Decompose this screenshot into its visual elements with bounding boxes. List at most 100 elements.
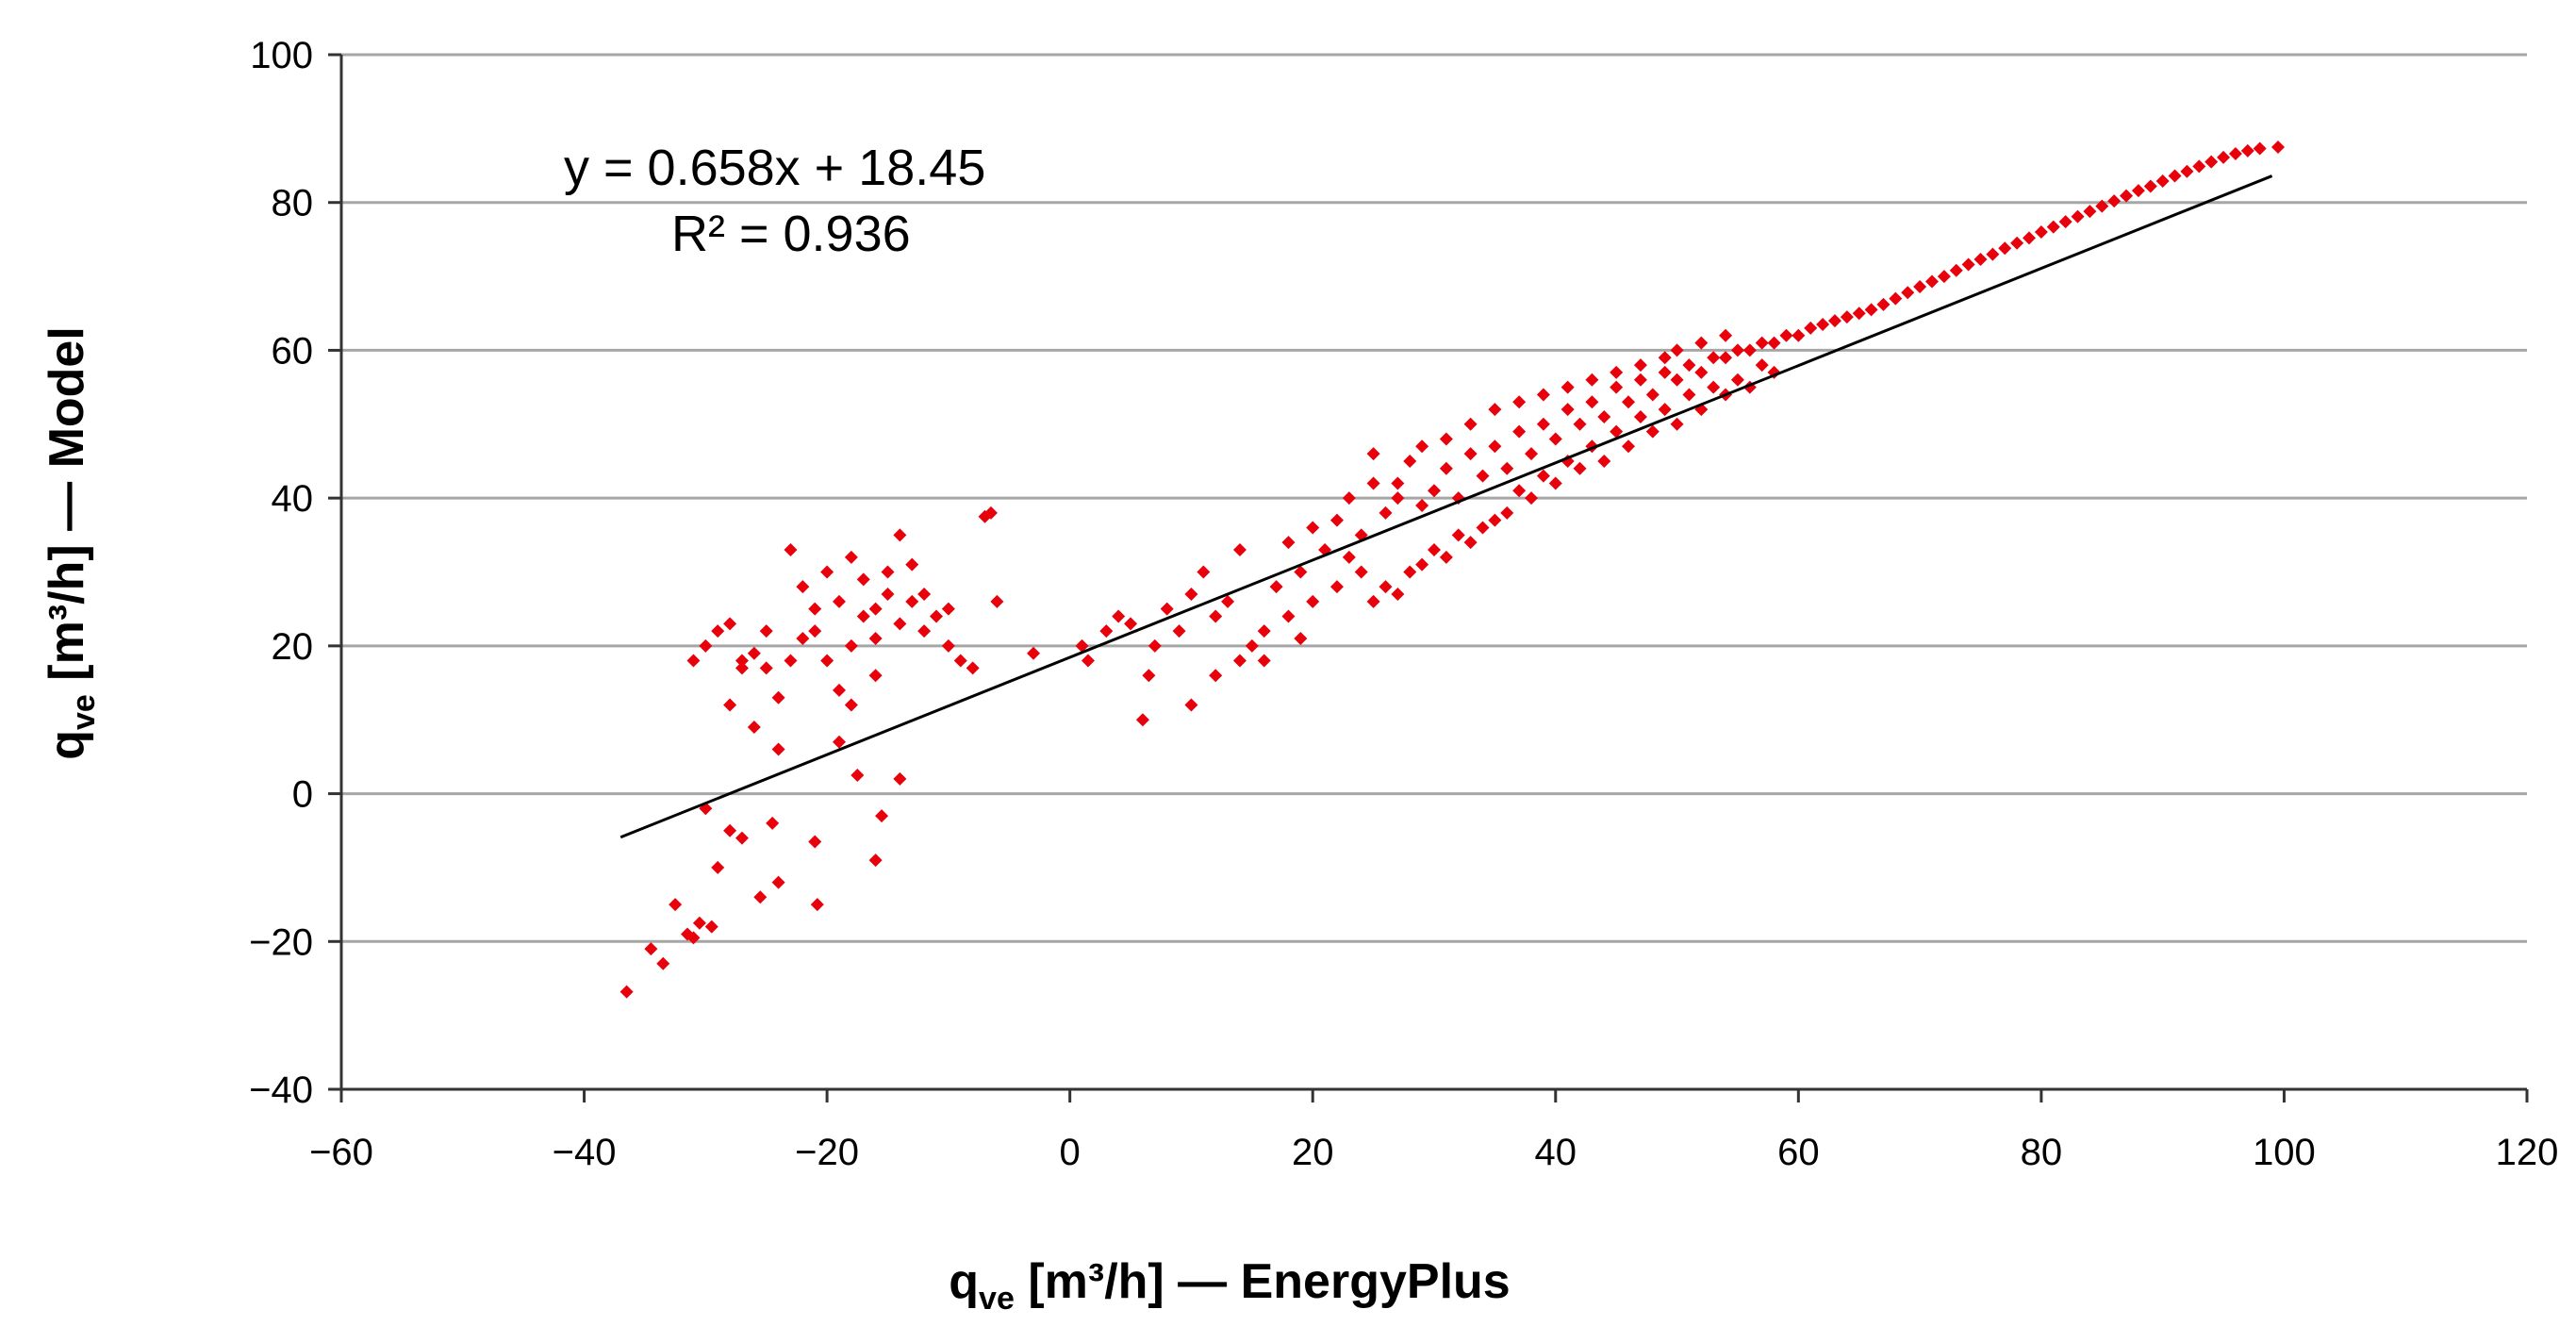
data-point (1209, 669, 1223, 683)
data-point (966, 661, 980, 675)
data-point (1232, 542, 1247, 556)
data-point (1112, 609, 1126, 623)
data-point (686, 931, 701, 945)
data-point (1792, 328, 1806, 342)
data-point (1294, 632, 1308, 646)
data-point (1379, 580, 1393, 594)
y-axis-title-base: q (40, 730, 94, 760)
data-point (1329, 580, 1344, 594)
data-point (2071, 209, 2085, 224)
data-point (1670, 343, 1684, 357)
data-point (1755, 336, 1769, 350)
data-point (868, 602, 883, 616)
data-point (2180, 164, 2194, 178)
data-point (1694, 336, 1709, 350)
data-point (1184, 698, 1198, 712)
x-tick-label: 120 (2496, 1132, 2559, 1173)
data-point (1622, 439, 1636, 454)
data-point (1428, 484, 1441, 498)
data-point (930, 609, 944, 623)
y-tick-label: −20 (249, 921, 313, 963)
data-point (2010, 236, 2024, 250)
data-point (796, 580, 810, 594)
data-point (1986, 247, 2000, 261)
data-point (1281, 609, 1296, 623)
data-point (644, 942, 658, 956)
data-point (686, 654, 701, 668)
data-point (1658, 403, 1672, 417)
x-tick-label: 60 (1777, 1132, 1820, 1173)
data-point (844, 550, 858, 564)
data-point (1730, 373, 1744, 387)
data-point (1081, 654, 1095, 668)
data-point (1779, 328, 1793, 342)
data-point (1329, 513, 1344, 527)
data-point (711, 860, 725, 874)
data-point (808, 835, 822, 849)
data-point (735, 654, 749, 668)
data-point (1816, 318, 1830, 332)
data-point (1949, 263, 1963, 277)
data-point (784, 542, 798, 556)
data-point (917, 588, 932, 602)
data-point (1512, 484, 1527, 498)
data-point (1645, 388, 1660, 402)
tick-labels: −40 −20 0 20 40 60 80 100 −60 −40 −20 0 20 40 60 80 100 1… (249, 35, 2558, 1173)
x-axis-title: qve [m³/h] — EnergyPlus (949, 1254, 1510, 1317)
data-point (1439, 550, 1453, 564)
data-point (1961, 257, 1975, 272)
data-point (1973, 253, 1988, 267)
y-tick-label: 40 (272, 478, 314, 520)
data-point (2271, 140, 2286, 154)
data-point (905, 557, 919, 572)
data-point (941, 602, 955, 616)
data-point (2228, 146, 2242, 160)
data-point (1415, 498, 1429, 512)
data-point (1500, 461, 1514, 475)
data-point (784, 654, 798, 668)
data-point (1804, 321, 1818, 335)
data-point (1633, 358, 1647, 373)
data-point (669, 898, 683, 912)
data-point (1707, 351, 1721, 365)
data-point (1585, 395, 1599, 409)
data-point (1864, 303, 1878, 317)
data-point (868, 854, 883, 868)
data-point (1463, 447, 1478, 461)
data-point (1391, 588, 1405, 602)
data-point (893, 771, 907, 786)
data-point (941, 638, 955, 653)
data-point (1366, 594, 1380, 608)
data-point (704, 920, 718, 934)
data-point (1525, 447, 1539, 461)
data-point (2217, 150, 2231, 164)
x-tick-label: 0 (1060, 1132, 1081, 1173)
data-point (1670, 417, 1684, 431)
data-point (771, 875, 785, 889)
data-point (1463, 417, 1478, 431)
data-point (2046, 220, 2060, 234)
data-point (2131, 184, 2145, 198)
x-axis-title-base: q (949, 1254, 979, 1309)
data-point (1476, 469, 1490, 483)
data-point (1548, 432, 1562, 446)
data-point (990, 594, 1004, 608)
data-point (1682, 358, 1696, 373)
data-point (1172, 624, 1186, 638)
data-point (1281, 536, 1296, 550)
data-point (2034, 225, 2048, 240)
data-point (2023, 231, 2037, 245)
data-point (747, 646, 761, 660)
data-point (753, 890, 768, 904)
data-point (1548, 476, 1562, 490)
y-axis-title: qve [m³/h] — Model (40, 326, 102, 760)
data-point (2083, 205, 2097, 219)
data-point (1500, 506, 1514, 520)
data-point (1633, 409, 1647, 423)
data-point (1622, 395, 1636, 409)
data-point (1342, 550, 1356, 564)
data-point (1755, 358, 1769, 373)
data-point (1209, 609, 1223, 623)
data-point (656, 956, 670, 970)
data-point (1998, 241, 2012, 256)
